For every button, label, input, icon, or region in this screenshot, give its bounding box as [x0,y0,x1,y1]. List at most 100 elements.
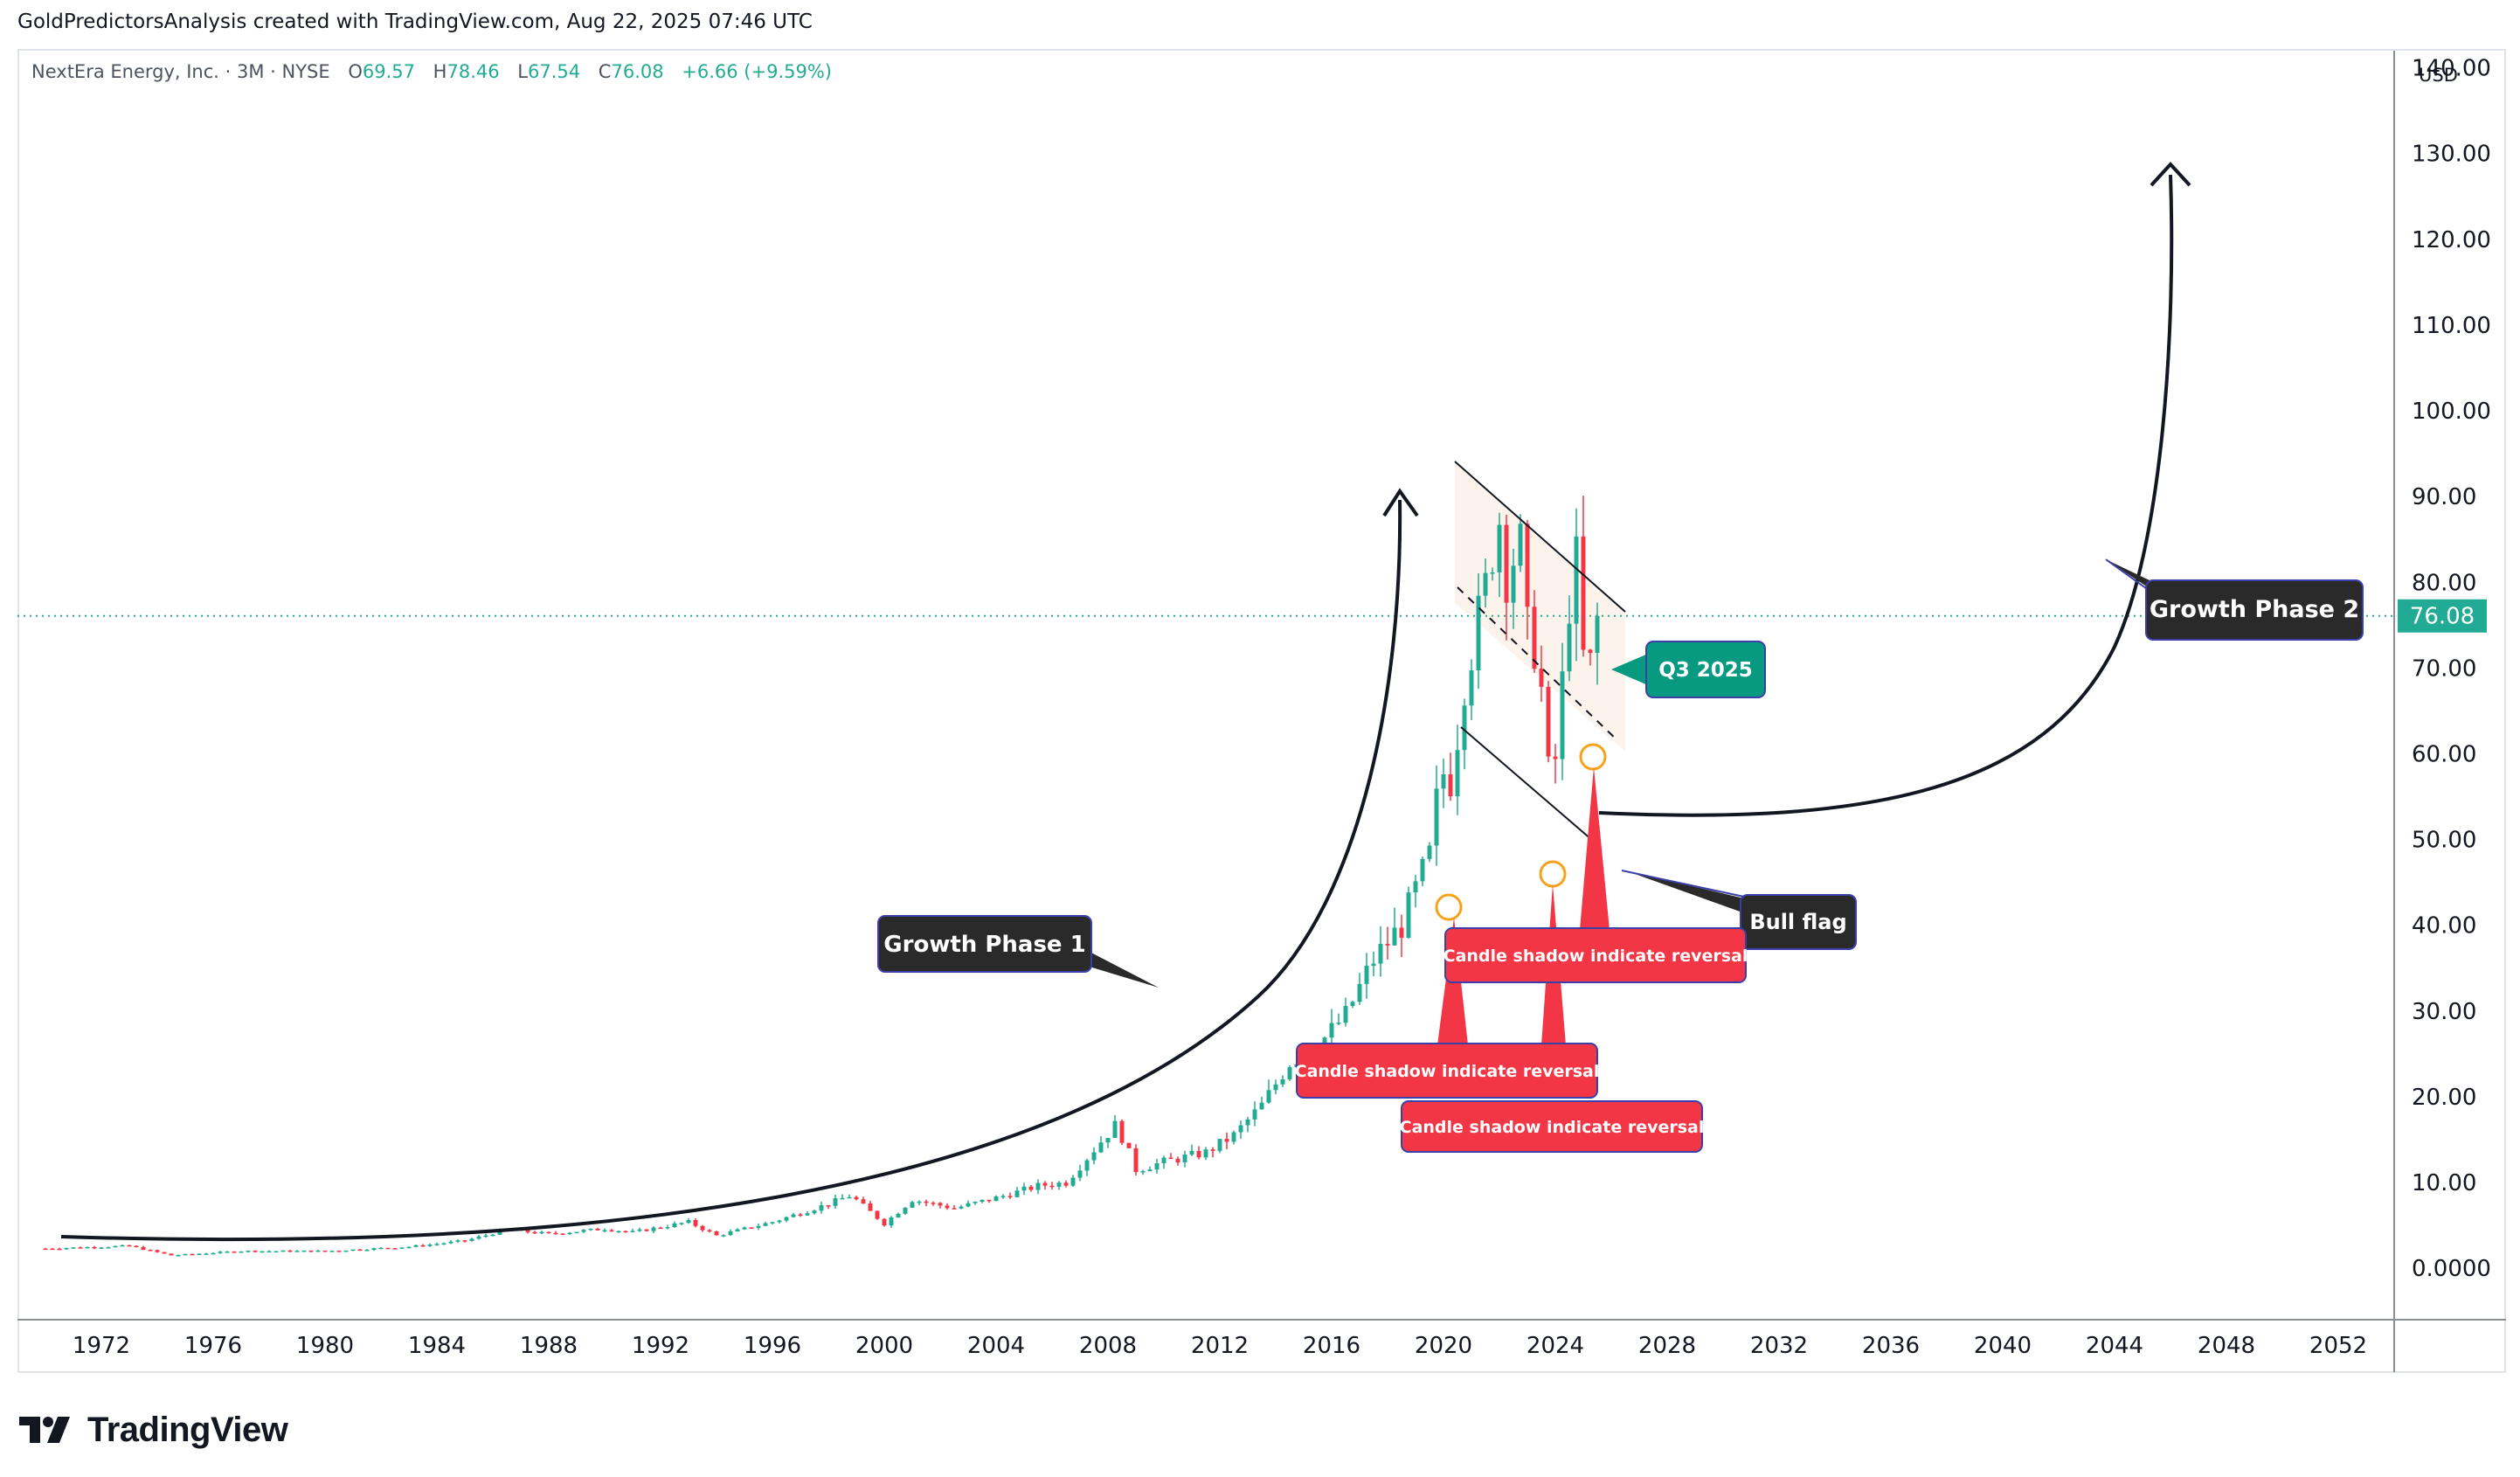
candle-body [1392,927,1397,946]
reversal-label-3: Candle shadow indicate reversal [1443,947,1748,966]
candle-body [273,1251,279,1253]
candle-body [1112,1120,1118,1138]
candle-body [721,1235,726,1237]
candle-body [239,1252,244,1253]
flag-upper-line [1454,461,1626,613]
growth-phase-2-callout[interactable]: Growth Phase 2 [2105,558,2364,641]
candle-body [651,1227,656,1231]
candle-body [854,1196,859,1200]
candle-body [399,1247,405,1249]
currency-label[interactable]: USD [2419,65,2458,86]
candle-body [868,1203,873,1211]
footer-brand[interactable]: TradingView [19,1409,288,1451]
candle-body [679,1223,684,1224]
reversal-callout-3[interactable]: Candle shadow indicate reversal [1443,927,1748,983]
candle-body [343,1250,349,1252]
change-value: +6.66 (+9.59%) [682,61,833,82]
candle-body [1049,1185,1055,1188]
candle-body [714,1231,719,1236]
candle-body [211,1252,216,1255]
candle-body [1511,565,1516,603]
time-tick-label: 1972 [73,1333,130,1359]
time-tick-label: 2040 [1974,1333,2032,1359]
candle-body [427,1245,433,1246]
candle-body [945,1205,950,1209]
flag-lower-line [1460,726,1600,847]
reversal-circle-3[interactable] [1579,743,1607,771]
reversal-label-1: Candle shadow indicate reversal [1295,1062,1600,1081]
low-label: L [517,61,528,82]
candle-body [1245,1119,1250,1126]
candle-body [1406,892,1411,938]
candle-body [322,1250,328,1252]
candle-body [910,1202,915,1208]
candle-body [371,1248,377,1251]
candle-body [1105,1137,1111,1143]
price-tick-label: 140.00 [2412,56,2491,82]
candle-body [770,1222,775,1224]
candle-body [931,1203,936,1204]
growth-phase-1-callout[interactable]: Growth Phase 1 [877,915,1159,988]
candle-body [1427,845,1432,859]
candle-body [127,1245,132,1247]
open-label: O [348,61,363,82]
candle-body [378,1247,384,1250]
candle-body [1518,524,1523,566]
growth-phase-1-curve [60,499,1402,1242]
price-tick-label: 90.00 [2412,484,2476,510]
candle-body [728,1231,733,1236]
time-tick-label: 2032 [1750,1333,1808,1359]
candle-body [1140,1171,1146,1173]
bull-flag-label: Bull flag [1749,910,1846,934]
reversal-circle-2[interactable] [1539,860,1567,888]
candle-body [742,1227,747,1230]
candle-body [134,1245,139,1248]
candle-body [1217,1139,1222,1151]
q3-2025-callout[interactable]: Q3 2025 [1611,641,1766,698]
candle-body [253,1251,258,1252]
reversal-callout-1[interactable]: Candle shadow indicate reversal [1295,1043,1600,1099]
candle-body [1483,572,1488,596]
reversal-circle-1[interactable] [1435,893,1463,921]
candle-body [1231,1132,1236,1142]
candle-body [1210,1149,1215,1151]
candle-body [1035,1182,1041,1190]
candle-body [260,1251,265,1253]
current-price-value: 76.08 [2410,604,2475,630]
candle-body [420,1245,426,1247]
reversal-callout-2[interactable]: Candle shadow indicate reversal [1400,1100,1705,1153]
price-tick-label: 120.00 [2412,227,2491,253]
candle-body [1266,1090,1271,1103]
candle-body [1567,623,1572,672]
candle-body [875,1210,880,1219]
candle-body [826,1205,831,1207]
growth-phase-2-arrowhead [2150,162,2191,187]
current-price-tag[interactable]: 76.08 [2398,599,2487,633]
candle-body [588,1228,593,1231]
flag-mid-dashed-line [1457,586,1619,742]
candle-body [1350,1002,1355,1007]
candle-body [1126,1142,1132,1148]
reversal-markers [1435,743,1610,1045]
candle-body [1042,1182,1048,1186]
candle-body [525,1229,530,1232]
chart-attribution: GoldPredictorsAnalysis created with Trad… [17,10,813,33]
candle-body [1343,1006,1348,1023]
symbol-name[interactable]: NextEra Energy, Inc. · 3M · NYSE [31,61,330,82]
candle-body [1280,1078,1285,1085]
candle-body [630,1231,635,1232]
candle-body [567,1232,572,1235]
candle-body [1364,966,1369,984]
bull-flag-callout[interactable]: Bull flag [1621,870,1857,950]
candle-body [455,1240,460,1242]
candle-body [602,1230,607,1232]
candle-body [882,1218,887,1226]
time-axis[interactable]: 1972 1976 1980 1984 1988 1992 1996 2000 2004 2008… [73,1333,2367,1359]
price-axis[interactable]: 140.00 130.00 120.00 110.00 100.00 90.00 80.00… [2412,56,2491,1283]
candle-body [973,1202,978,1203]
candle-body [1420,858,1425,882]
candle-body [840,1197,845,1200]
candle-body [350,1249,356,1252]
price-tick-label: 60.00 [2412,741,2476,767]
